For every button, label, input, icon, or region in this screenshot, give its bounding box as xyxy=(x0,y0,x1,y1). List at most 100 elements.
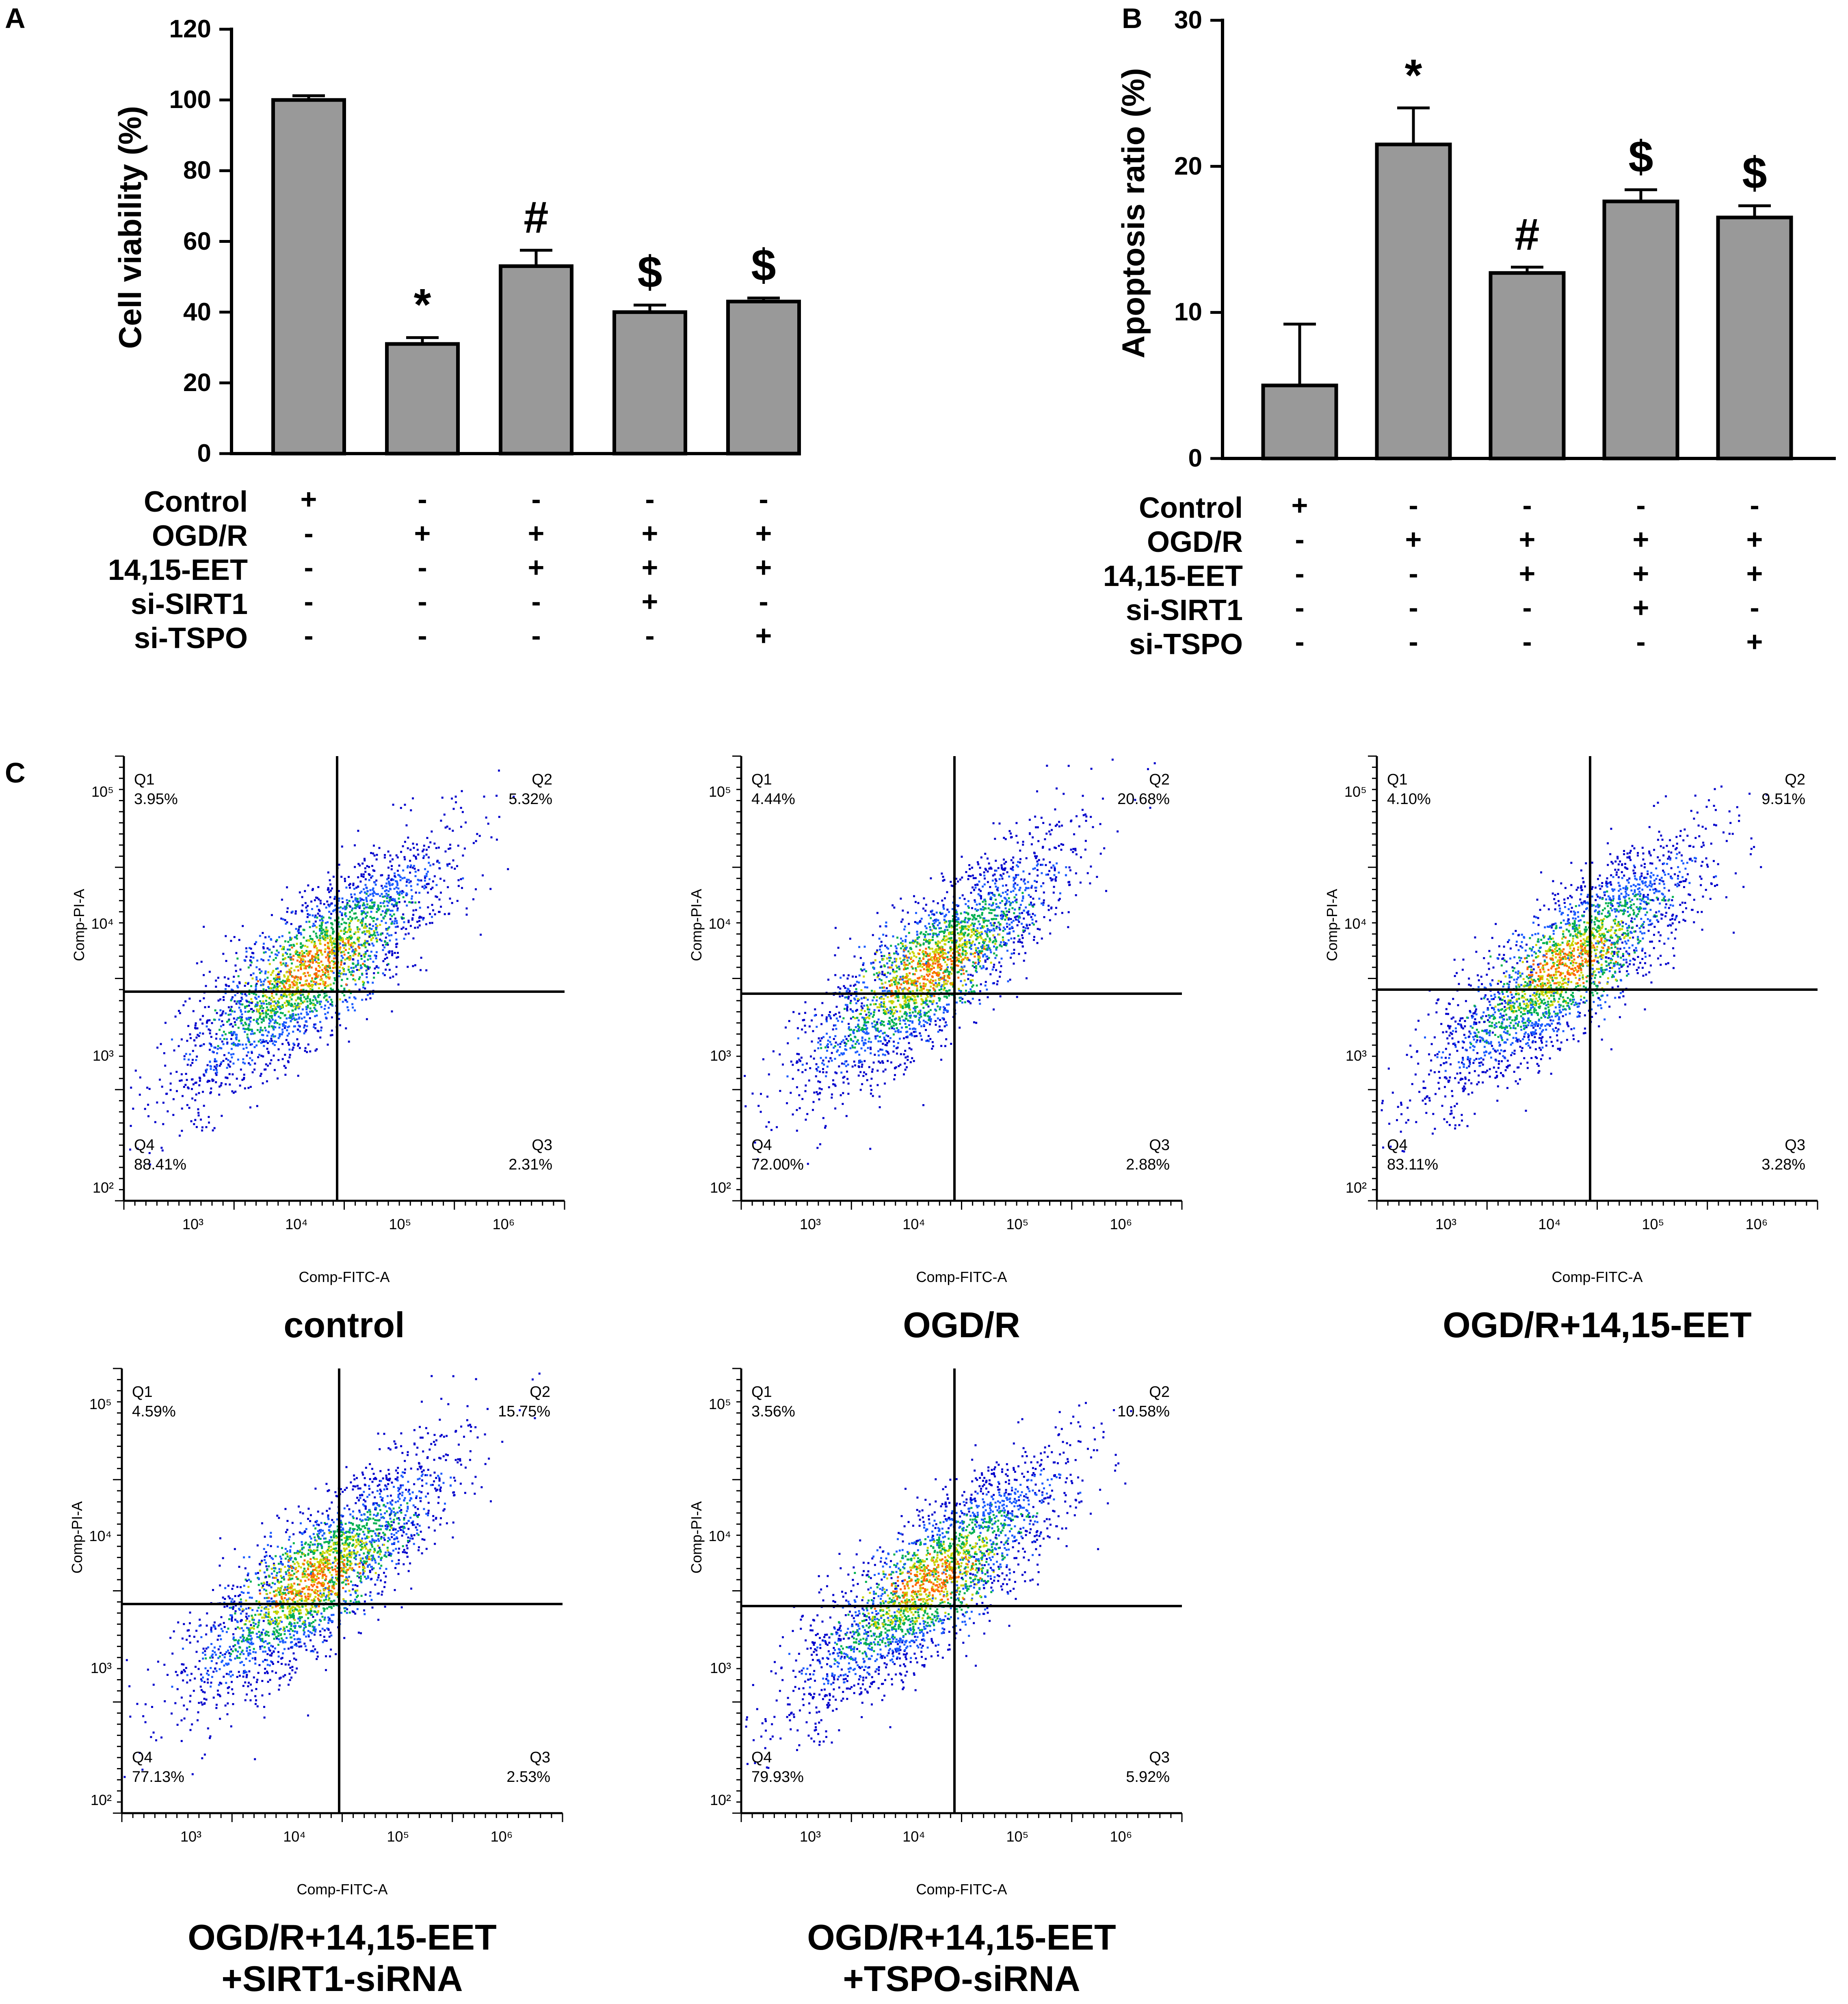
flow-y-axis-title: Comp-PI-A xyxy=(69,1501,85,1574)
treatment-sign: - xyxy=(304,620,314,651)
treatment-sign: - xyxy=(531,483,541,515)
quadrant-percentage: 20.68% xyxy=(1117,790,1170,808)
y-tick-label: 60 xyxy=(183,227,211,255)
flow-y-tick-label: 10⁵ xyxy=(89,1396,112,1412)
treatment-sign: + xyxy=(641,586,658,617)
flow-y-tick-label: 10² xyxy=(710,1792,731,1808)
flow-x-tick-label: 10⁴ xyxy=(902,1216,925,1232)
treatment-sign: + xyxy=(1746,626,1763,657)
treatment-sign: - xyxy=(1409,626,1418,657)
treatment-sign: + xyxy=(755,620,772,651)
quadrant-name: Q4 xyxy=(132,1749,153,1766)
bar-3 xyxy=(499,264,573,456)
flow-plot-title: OGD/R+14,15-EET xyxy=(188,1917,497,1957)
y-tick-label: 0 xyxy=(197,439,211,467)
flow-x-tick-label: 10⁵ xyxy=(1006,1828,1029,1845)
quadrant-q1-label: Q1 4.44% xyxy=(751,770,845,809)
treatment-sign: - xyxy=(1409,558,1418,589)
flow-x-tick-label: 10⁶ xyxy=(1110,1216,1132,1232)
bar-2 xyxy=(385,342,460,456)
quadrant-name: Q3 xyxy=(1149,1749,1170,1766)
treatment-sign: - xyxy=(1522,626,1532,657)
flow-x-tick-label: 10³ xyxy=(182,1216,204,1232)
quadrant-percentage: 2.31% xyxy=(509,1156,552,1173)
bar-1 xyxy=(271,98,346,456)
flow-plot-2 xyxy=(732,755,1183,1210)
flow-events xyxy=(123,1373,541,1778)
treatment-sign: + xyxy=(1291,489,1308,521)
bar-4 xyxy=(612,310,687,456)
treatment-label: OGD/R xyxy=(1147,526,1243,558)
treatment-label: 14,15-EET xyxy=(1103,560,1243,592)
bar-3 xyxy=(1489,271,1566,460)
flow-x-tick-label: 10⁶ xyxy=(1110,1828,1132,1845)
quadrant-percentage: 15.75% xyxy=(498,1403,550,1420)
quadrant-percentage: 10.58% xyxy=(1117,1403,1170,1420)
treatment-label: Control xyxy=(144,486,248,518)
y-axis-label-b: Apoptosis ratio (%) xyxy=(1115,68,1151,359)
flow-y-tick-label: 10³ xyxy=(92,1047,114,1064)
treatment-sign: - xyxy=(1295,558,1305,589)
bar-plot-area-b xyxy=(1210,19,1836,460)
quadrant-q3-label: Q3 2.53% xyxy=(457,1748,550,1787)
quadrant-percentage: 3.95% xyxy=(134,790,178,808)
treatment-sign: - xyxy=(418,620,427,651)
treatment-sign: - xyxy=(1295,523,1305,555)
quadrant-q2-label: Q2 5.32% xyxy=(459,770,552,809)
quadrant-percentage: 77.13% xyxy=(132,1768,184,1786)
flow-x-axis-title: Comp-FITC-A xyxy=(1552,1269,1643,1285)
flow-plot-4 xyxy=(113,1368,563,1822)
quadrant-q1-label: Q1 3.95% xyxy=(134,770,227,809)
quadrant-name: Q3 xyxy=(532,1137,552,1154)
significance-marker: * xyxy=(1404,50,1422,100)
quadrant-percentage: 2.53% xyxy=(506,1768,550,1786)
flow-x-tick-label: 10³ xyxy=(799,1828,821,1845)
quadrant-name: Q3 xyxy=(1785,1137,1805,1154)
panel-label-a: A xyxy=(5,2,26,34)
flow-x-axis-title: Comp-FITC-A xyxy=(916,1881,1007,1898)
quadrant-name: Q2 xyxy=(530,1384,550,1401)
quadrant-q4-label: Q4 83.11% xyxy=(1387,1136,1480,1174)
bar-plot-area-a xyxy=(219,28,801,456)
significance-marker: * xyxy=(413,280,431,330)
treatment-sign: - xyxy=(531,620,541,651)
treatment-sign: + xyxy=(1519,558,1536,589)
flow-x-tick-label: 10⁶ xyxy=(490,1828,513,1845)
flow-plot-title: OGD/R+14,15-EET xyxy=(1443,1305,1752,1345)
flow-y-tick-label: 10³ xyxy=(710,1660,731,1676)
treatment-sign: - xyxy=(645,620,655,651)
flow-x-tick-label: 10³ xyxy=(180,1828,202,1845)
panel-label-c: C xyxy=(5,757,26,789)
quadrant-q1-label: Q1 3.56% xyxy=(751,1383,845,1421)
treatment-label: OGD/R xyxy=(151,520,248,552)
quadrant-percentage: 3.56% xyxy=(751,1403,795,1420)
quadrant-q1-label: Q1 4.59% xyxy=(132,1383,225,1421)
flow-x-tick-label: 10⁵ xyxy=(1642,1216,1664,1232)
treatment-sign: - xyxy=(645,483,655,515)
quadrant-name: Q1 xyxy=(1387,771,1408,788)
flow-x-tick-label: 10⁶ xyxy=(1745,1216,1768,1232)
quadrant-name: Q4 xyxy=(134,1137,155,1154)
quadrant-name: Q2 xyxy=(1785,771,1805,788)
flow-plot-title: +SIRT1-siRNA xyxy=(221,1959,463,1999)
treatment-sign: + xyxy=(1632,523,1649,555)
flow-plot-title: OGD/R xyxy=(903,1305,1020,1345)
y-tick-label: 40 xyxy=(183,298,211,326)
quadrant-q2-label: Q2 20.68% xyxy=(1076,770,1170,809)
quadrant-q3-label: Q3 5.92% xyxy=(1076,1748,1170,1787)
quadrant-percentage: 2.88% xyxy=(1126,1156,1170,1173)
quadrant-name: Q4 xyxy=(751,1137,772,1154)
treatment-sign: + xyxy=(414,517,431,549)
flow-y-axis-title: Comp-PI-A xyxy=(1324,889,1340,961)
flow-plot-1 xyxy=(115,755,565,1210)
significance-marker: $ xyxy=(1742,148,1767,198)
quadrant-name: Q3 xyxy=(530,1749,550,1766)
quadrant-q4-label: Q4 79.93% xyxy=(751,1748,845,1787)
flow-x-tick-label: 10⁴ xyxy=(1538,1216,1561,1232)
flow-y-tick-label: 10² xyxy=(92,1179,114,1196)
quadrant-percentage: 72.00% xyxy=(751,1156,804,1173)
flow-plot-title: control xyxy=(283,1305,405,1345)
treatment-sign: - xyxy=(1409,489,1418,521)
treatment-sign: + xyxy=(528,551,545,583)
flow-x-tick-label: 10⁵ xyxy=(389,1216,411,1232)
